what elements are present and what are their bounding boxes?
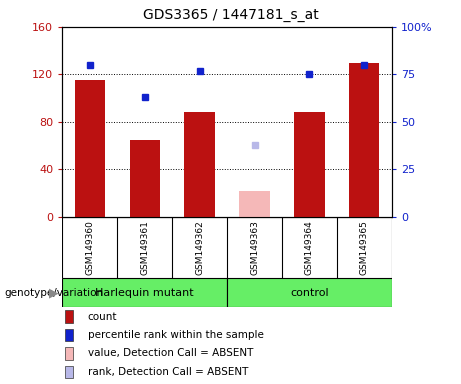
Text: GSM149360: GSM149360 <box>85 220 94 275</box>
Bar <box>227 278 392 307</box>
Text: ▶: ▶ <box>49 286 59 300</box>
Text: GDS3365 / 1447181_s_at: GDS3365 / 1447181_s_at <box>142 8 319 22</box>
Bar <box>130 140 160 217</box>
Text: GSM149361: GSM149361 <box>140 220 149 275</box>
Text: GSM149365: GSM149365 <box>360 220 369 275</box>
Text: Harlequin mutant: Harlequin mutant <box>95 288 194 298</box>
Text: value, Detection Call = ABSENT: value, Detection Call = ABSENT <box>88 348 253 359</box>
Bar <box>184 113 215 217</box>
Bar <box>239 191 270 217</box>
Bar <box>294 113 325 217</box>
Bar <box>62 278 227 307</box>
Text: count: count <box>88 311 117 322</box>
Text: GSM149362: GSM149362 <box>195 220 204 275</box>
Text: GSM149363: GSM149363 <box>250 220 259 275</box>
Text: GSM149364: GSM149364 <box>305 220 314 275</box>
Text: rank, Detection Call = ABSENT: rank, Detection Call = ABSENT <box>88 367 248 377</box>
Bar <box>75 80 105 217</box>
Text: genotype/variation: genotype/variation <box>5 288 104 298</box>
Text: control: control <box>290 288 329 298</box>
Bar <box>349 63 379 217</box>
Text: percentile rank within the sample: percentile rank within the sample <box>88 330 264 340</box>
